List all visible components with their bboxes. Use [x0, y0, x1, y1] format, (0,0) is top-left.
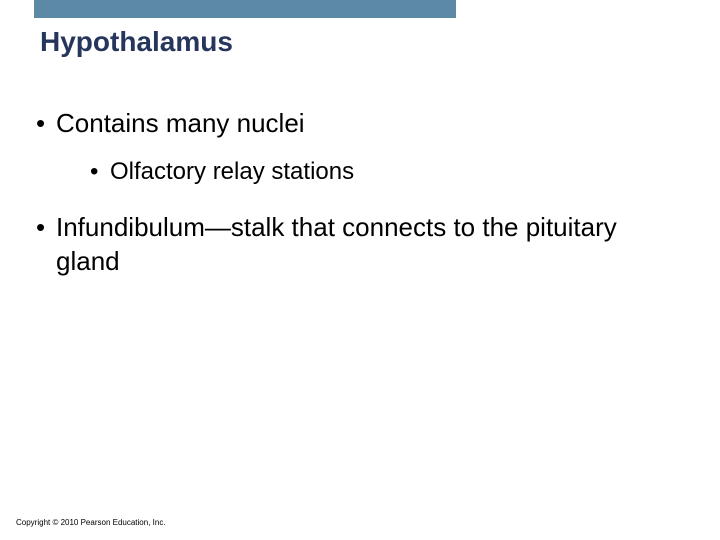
- slide-title: Hypothalamus: [40, 26, 233, 58]
- bullet-level1: Contains many nuclei: [56, 108, 305, 139]
- header-accent-bar: [34, 0, 456, 18]
- slide: Hypothalamus Contains many nuclei Olfact…: [0, 0, 720, 540]
- bullet-level2: Olfactory relay stations: [110, 158, 354, 186]
- copyright-footer: Copyright © 2010 Pearson Education, Inc.: [16, 518, 166, 527]
- bullet-level1: Infundibulum—stalk that connects to the …: [56, 210, 666, 278]
